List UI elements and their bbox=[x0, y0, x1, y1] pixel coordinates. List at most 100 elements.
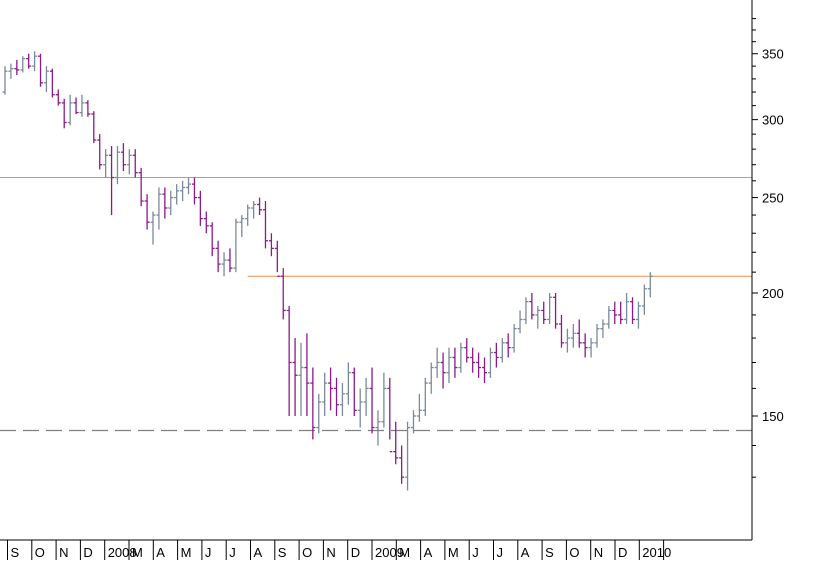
ohlc-bar bbox=[209, 222, 215, 257]
ohlc-bar bbox=[203, 211, 209, 234]
ohlc-bar bbox=[91, 111, 97, 144]
ohlc-bar bbox=[162, 187, 168, 219]
x-tick-label: J bbox=[472, 545, 479, 560]
ohlc-bar bbox=[322, 372, 328, 416]
ohlc-bar bbox=[511, 324, 517, 353]
ohlc-bar bbox=[594, 324, 600, 348]
ohlc-bar bbox=[535, 306, 541, 329]
ohlc-bar bbox=[2, 66, 8, 95]
ohlc-bar bbox=[505, 333, 511, 358]
ohlc-bar bbox=[564, 328, 570, 353]
x-tick-label: N bbox=[59, 545, 68, 560]
ohlc-bar bbox=[20, 56, 26, 73]
ohlc-bar bbox=[375, 410, 381, 446]
ohlc-bar bbox=[239, 215, 245, 237]
ohlc-bar bbox=[156, 187, 162, 230]
ohlc-bar bbox=[186, 177, 192, 195]
ohlc-bar bbox=[304, 333, 310, 416]
ohlc-bar bbox=[38, 53, 44, 87]
ohlc-bar bbox=[630, 297, 636, 325]
ohlc-bar bbox=[79, 94, 85, 117]
x-tick-label: O bbox=[35, 545, 45, 560]
ohlc-bar bbox=[558, 314, 564, 348]
y-tick-label: 200 bbox=[762, 286, 784, 301]
ohlc-bar bbox=[221, 252, 227, 277]
x-tick-label: N bbox=[326, 545, 335, 560]
ohlc-bar bbox=[109, 146, 115, 216]
ohlc-bar bbox=[8, 63, 14, 79]
ohlc-bar bbox=[97, 134, 103, 170]
x-tick-label: J bbox=[229, 545, 236, 560]
ohlc-bar bbox=[292, 338, 298, 416]
ohlc-bar bbox=[150, 211, 156, 245]
ohlc-bar bbox=[73, 97, 79, 114]
ohlc-bar bbox=[624, 293, 630, 325]
ohlc-bar bbox=[257, 197, 263, 216]
ohlc-bar bbox=[114, 146, 120, 185]
ohlc-bar bbox=[345, 362, 351, 405]
ohlc-bar bbox=[274, 240, 280, 277]
ohlc-bar bbox=[606, 306, 612, 329]
ohlc-bar bbox=[452, 347, 458, 378]
ohlc-bar bbox=[576, 319, 582, 348]
ohlc-bar bbox=[262, 201, 268, 249]
ohlc-bar bbox=[476, 352, 482, 378]
x-tick-label: S bbox=[545, 545, 554, 560]
ohlc-bar bbox=[233, 218, 239, 273]
ohlc-bar bbox=[458, 342, 464, 373]
x-tick-label: N bbox=[594, 545, 603, 560]
ohlc-bar bbox=[191, 177, 197, 205]
ohlc-bar bbox=[440, 352, 446, 389]
ohlc-bar bbox=[351, 367, 357, 416]
ohlc-bar bbox=[328, 367, 334, 411]
ohlc-bar bbox=[144, 194, 150, 230]
ohlc-bar bbox=[120, 143, 126, 172]
ohlc-bar bbox=[369, 367, 375, 434]
ohlc-bar bbox=[517, 310, 523, 334]
x-tick-label: M bbox=[132, 545, 143, 560]
ohlc-bar bbox=[298, 342, 304, 416]
x-tick-label: S bbox=[11, 545, 20, 560]
ohlc-bar bbox=[26, 53, 32, 69]
ohlc-bar bbox=[582, 333, 588, 358]
ohlc-bar bbox=[174, 184, 180, 205]
ohlc-bar bbox=[357, 388, 363, 428]
ohlc-bar bbox=[43, 66, 49, 93]
x-tick-label: J bbox=[497, 545, 504, 560]
ohlc-bar bbox=[553, 293, 559, 329]
ohlc-bar bbox=[67, 94, 73, 126]
ohlc-bar bbox=[180, 180, 186, 202]
ohlc-bar bbox=[635, 301, 641, 329]
x-tick-label: A bbox=[254, 545, 263, 560]
x-tick-label: A bbox=[156, 545, 165, 560]
ohlc-bar bbox=[428, 362, 434, 394]
x-tick-label: D bbox=[83, 545, 92, 560]
ohlc-bar bbox=[227, 248, 233, 273]
ohlc-bar bbox=[251, 201, 257, 219]
x-tick-label: D bbox=[618, 545, 627, 560]
ohlc-bar bbox=[434, 347, 440, 378]
x-tick-label: S bbox=[278, 545, 287, 560]
ohlc-bar bbox=[334, 377, 340, 416]
ohlc-bar bbox=[464, 338, 470, 363]
x-tick-label: D bbox=[351, 545, 360, 560]
x-tick-label: A bbox=[521, 545, 530, 560]
ohlc-bar bbox=[446, 347, 452, 384]
ohlc-bar bbox=[103, 149, 109, 178]
ohlc-bar bbox=[339, 383, 345, 416]
ohlc-bar bbox=[405, 421, 411, 491]
ohlc-bar bbox=[197, 190, 203, 226]
ohlc-bar bbox=[618, 301, 624, 325]
ohlc-bar bbox=[132, 149, 138, 178]
ohlc-bar bbox=[588, 338, 594, 358]
ohlc-bar bbox=[168, 190, 174, 216]
x-tick-label: M bbox=[399, 545, 410, 560]
ohlc-bar bbox=[416, 393, 422, 422]
ohlc-bar bbox=[61, 98, 67, 129]
ohlc-bar bbox=[387, 377, 393, 453]
ohlc-bar bbox=[245, 204, 251, 226]
ohlc-bar bbox=[529, 293, 535, 320]
